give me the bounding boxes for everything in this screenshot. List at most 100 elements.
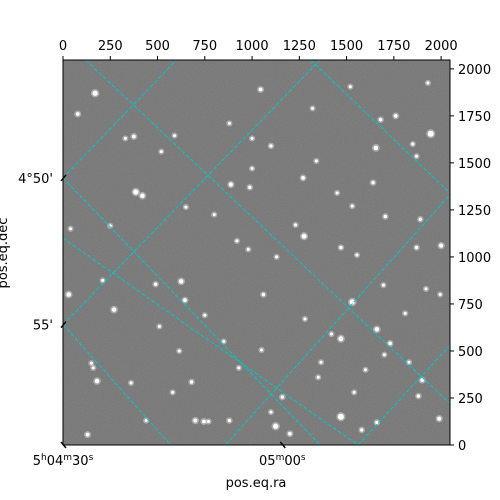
star — [418, 217, 423, 222]
y-axis-label: pos.eq.dec — [0, 218, 11, 289]
y-tick-label: 1500 — [458, 157, 491, 172]
star — [261, 292, 266, 297]
x-tick-label: 500 — [145, 39, 170, 54]
star — [375, 420, 379, 425]
star — [94, 378, 100, 384]
dec-tick-label: 4°50' — [18, 172, 53, 187]
star — [91, 366, 95, 370]
star — [355, 253, 359, 257]
star — [183, 298, 187, 303]
star — [338, 336, 344, 342]
star — [311, 106, 315, 110]
star — [269, 410, 273, 414]
star — [381, 283, 385, 287]
star — [371, 180, 375, 185]
star — [350, 204, 354, 208]
star — [189, 380, 194, 384]
ra-tick-label: 5h04m30s — [33, 453, 94, 469]
star — [437, 416, 442, 421]
star — [275, 255, 279, 259]
star — [177, 349, 181, 353]
dec-tick-mark — [60, 321, 67, 329]
x-tick-label: 1000 — [236, 39, 269, 54]
y-tick-label: 1000 — [458, 251, 491, 266]
star — [246, 247, 250, 251]
star — [140, 193, 145, 199]
star — [228, 182, 233, 187]
x-tick-label: 2000 — [425, 39, 458, 54]
star — [66, 292, 71, 297]
grid-line — [63, 60, 177, 179]
star — [69, 227, 73, 231]
star — [316, 375, 320, 379]
star — [269, 144, 273, 148]
star — [273, 423, 279, 429]
coordinate-grid — [63, 60, 450, 445]
star — [335, 191, 339, 195]
star — [75, 112, 80, 116]
star — [212, 213, 216, 217]
star — [259, 348, 264, 352]
star — [157, 324, 161, 329]
star — [403, 311, 407, 315]
y-tick-label: 750 — [458, 298, 483, 313]
star — [193, 418, 198, 423]
dec-tick-label: 55' — [33, 319, 53, 334]
star — [427, 130, 434, 137]
y-tick-label: 1750 — [458, 110, 491, 125]
star — [92, 90, 98, 96]
star — [101, 278, 105, 282]
star — [248, 185, 252, 190]
star — [178, 279, 184, 284]
star — [159, 150, 163, 154]
star — [227, 121, 231, 125]
grid-line — [225, 194, 450, 445]
star — [250, 136, 254, 140]
y-tick-label: 250 — [458, 392, 483, 407]
star — [329, 332, 333, 336]
star — [123, 136, 127, 140]
star — [383, 214, 388, 219]
x-tick-label: 250 — [98, 39, 123, 54]
star — [420, 378, 425, 383]
star — [348, 85, 352, 89]
grid-line — [63, 177, 321, 445]
star — [407, 360, 411, 364]
grid-line — [63, 324, 172, 445]
star — [319, 360, 323, 364]
star — [132, 134, 136, 139]
plot-frame — [62, 59, 451, 446]
y-tick-label: 0 — [458, 439, 466, 454]
star — [85, 432, 90, 437]
star — [363, 368, 368, 372]
star — [222, 340, 226, 344]
star — [207, 419, 211, 424]
star — [352, 390, 356, 394]
star — [294, 223, 298, 227]
x-tick-label: 0 — [59, 39, 67, 54]
star — [439, 243, 444, 248]
x-tick-label: 1250 — [283, 39, 316, 54]
star — [133, 189, 139, 195]
star — [378, 117, 383, 122]
star — [382, 353, 386, 357]
grid-line — [63, 60, 321, 325]
star — [424, 287, 428, 291]
world-coordinate-ticks: 5h04m30s 05m00s 4°50' 55' — [18, 172, 306, 469]
y-tick-label: 500 — [458, 345, 483, 360]
grid-line — [310, 60, 450, 194]
star — [89, 361, 93, 365]
star — [303, 317, 307, 321]
star — [173, 134, 177, 138]
ra-tick-label: 05m00s — [259, 453, 306, 469]
x-tick-label: 750 — [192, 39, 217, 54]
star — [301, 176, 305, 180]
star — [388, 341, 392, 346]
star — [258, 87, 263, 92]
star — [349, 299, 355, 305]
star — [280, 395, 285, 399]
grid-line — [85, 60, 450, 404]
star — [227, 418, 232, 423]
star — [411, 142, 415, 146]
